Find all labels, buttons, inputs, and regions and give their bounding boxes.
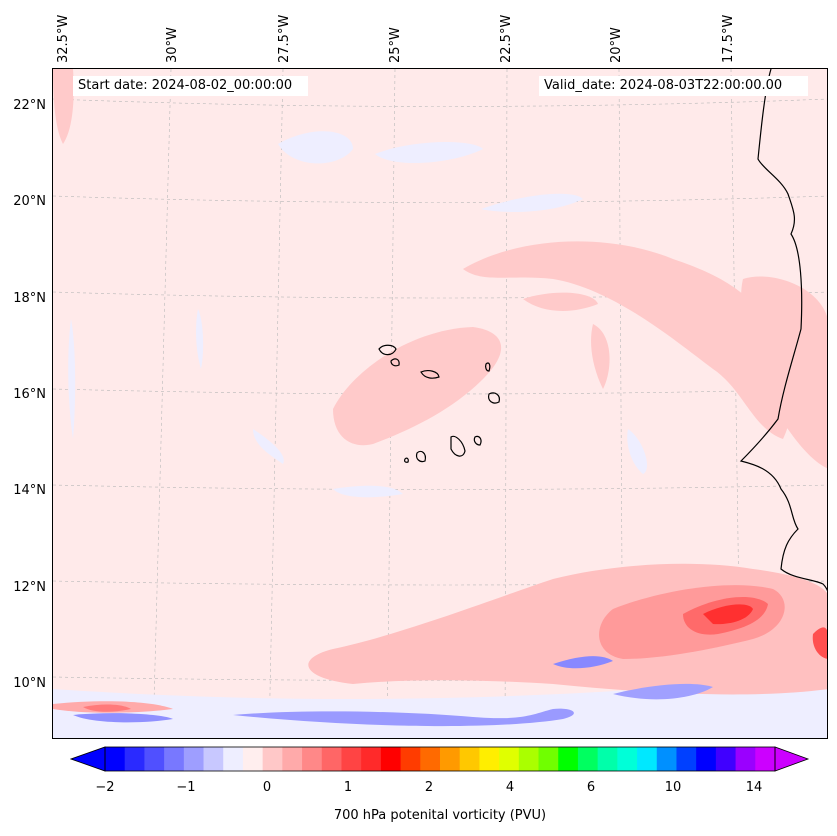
- colorbar-segment: [715, 747, 737, 771]
- pv-field-map: [53, 69, 827, 738]
- colorbar: [70, 746, 810, 772]
- colorbar-segment: [203, 747, 224, 771]
- pv-southern-band: [53, 563, 827, 727]
- colorbar-segment: [321, 747, 342, 771]
- colorbar-segment: [164, 747, 185, 771]
- start-date-label: Start date: 2024-08-02_00:00:00: [73, 76, 308, 96]
- colorbar-segment: [459, 747, 480, 771]
- colorbar-segment: [400, 747, 421, 771]
- lon-label-22-5w: 22.5°W: [499, 14, 514, 63]
- colorbar-segment: [735, 747, 756, 771]
- lat-label-22n: 22°N: [13, 98, 46, 113]
- colorbar-segment: [183, 747, 205, 771]
- lon-label-25w: 25°W: [388, 27, 403, 63]
- colorbar-segment: [223, 747, 244, 771]
- colorbar-frame: [104, 746, 776, 772]
- lon-label-27-5w: 27.5°W: [277, 14, 292, 63]
- coastlines: [378, 69, 827, 591]
- colorbar-segment: [499, 747, 520, 771]
- colorbar-segment: [597, 747, 618, 771]
- valid-date-label: Valid_date: 2024-08-03T22:00:00.00: [539, 76, 808, 96]
- pv-negative-light-patches: [53, 131, 827, 738]
- colorbar-segment: [440, 747, 461, 771]
- cb-tick-1: 1: [343, 780, 353, 795]
- colorbar-segment: [341, 747, 362, 771]
- lat-label-18n: 18°N: [13, 291, 46, 306]
- colorbar-segment: [302, 747, 323, 771]
- colorbar-max-extend: [774, 746, 810, 772]
- cb-tick-neg2: −2: [95, 780, 115, 795]
- colorbar-segment: [361, 747, 382, 771]
- lat-label-10n: 10°N: [13, 676, 46, 691]
- colorbar-segment: [105, 747, 126, 771]
- colorbar-segment: [577, 747, 599, 771]
- cb-tick-10: 10: [664, 780, 682, 795]
- colorbar-segment: [380, 747, 402, 771]
- pv-positive-patches: [53, 69, 827, 469]
- cb-tick-0: 0: [262, 780, 272, 795]
- colorbar-segment: [696, 747, 717, 771]
- colorbar-segment: [518, 747, 540, 771]
- colorbar-segment: [144, 747, 165, 771]
- colorbar-min-extend: [70, 746, 106, 772]
- cb-tick-4: 4: [505, 780, 515, 795]
- lat-label-20n: 20°N: [13, 194, 46, 209]
- colorbar-segment: [755, 747, 776, 771]
- lat-label-14n: 14°N: [13, 483, 46, 498]
- map-panel: [52, 68, 828, 739]
- lat-label-16n: 16°N: [13, 387, 46, 402]
- colorbar-segment: [538, 747, 559, 771]
- lon-label-20w: 20°W: [609, 27, 624, 63]
- colorbar-segment: [282, 747, 303, 771]
- cb-tick-6: 6: [586, 780, 596, 795]
- colorbar-segment: [124, 747, 145, 771]
- lon-label-32-5w: 32.5°W: [56, 14, 71, 63]
- colorbar-segment: [656, 747, 677, 771]
- lat-label-12n: 12°N: [13, 580, 46, 595]
- colorbar-segment: [242, 747, 264, 771]
- lon-label-30w: 30°W: [165, 27, 180, 63]
- lon-label-17-5w: 17.5°W: [721, 14, 736, 63]
- colorbar-segment: [676, 747, 697, 771]
- colorbar-segment: [420, 747, 441, 771]
- cb-tick-2: 2: [424, 780, 434, 795]
- colorbar-title: 700 hPa potenital vorticity (PVU): [333, 808, 547, 823]
- colorbar-segment: [479, 747, 500, 771]
- colorbar-segment: [637, 747, 658, 771]
- cb-tick-neg1: −1: [176, 780, 196, 795]
- cb-tick-14: 14: [745, 780, 763, 795]
- colorbar-segment: [262, 747, 283, 771]
- colorbar-segment: [617, 747, 638, 771]
- colorbar-segment: [558, 747, 579, 771]
